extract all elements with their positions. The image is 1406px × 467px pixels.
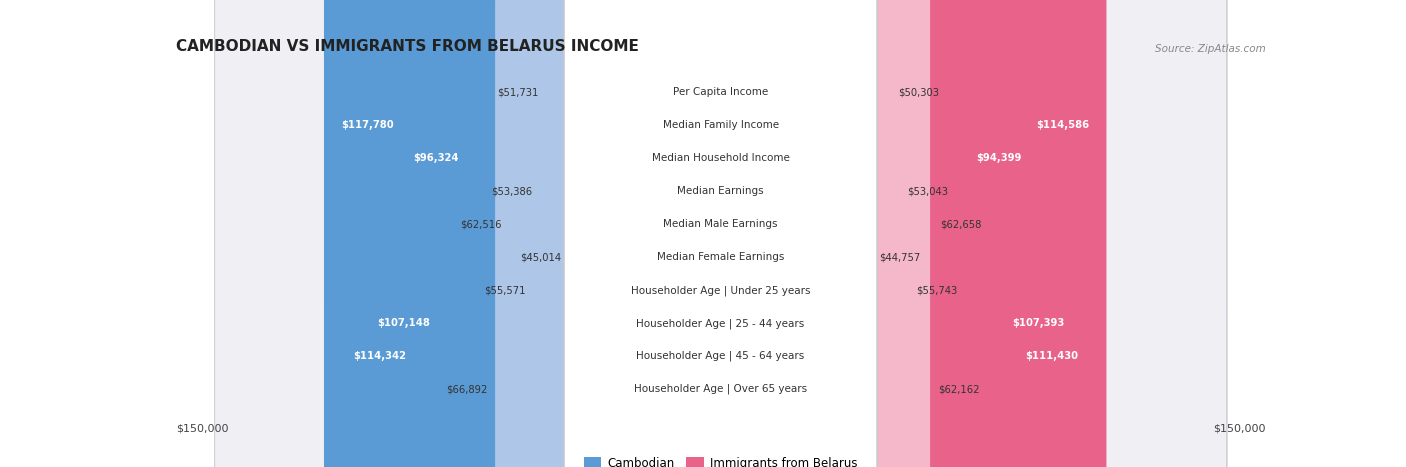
FancyBboxPatch shape (215, 0, 1226, 467)
FancyBboxPatch shape (720, 0, 1095, 467)
FancyBboxPatch shape (360, 0, 721, 467)
FancyBboxPatch shape (215, 0, 1226, 467)
FancyBboxPatch shape (720, 0, 931, 467)
FancyBboxPatch shape (720, 0, 900, 467)
FancyBboxPatch shape (720, 0, 1107, 467)
FancyBboxPatch shape (564, 0, 877, 467)
Text: $150,000: $150,000 (1213, 424, 1265, 434)
Text: $62,162: $62,162 (938, 384, 980, 394)
Text: Householder Age | 45 - 64 years: Householder Age | 45 - 64 years (637, 351, 804, 361)
Text: $117,780: $117,780 (342, 120, 394, 130)
FancyBboxPatch shape (720, 0, 1039, 467)
Text: Median Family Income: Median Family Income (662, 120, 779, 130)
Text: $107,148: $107,148 (377, 318, 430, 328)
FancyBboxPatch shape (533, 0, 721, 467)
FancyBboxPatch shape (564, 0, 877, 467)
Text: $111,430: $111,430 (1025, 351, 1078, 361)
FancyBboxPatch shape (396, 0, 721, 467)
Text: Median Male Earnings: Median Male Earnings (664, 219, 778, 229)
Legend: Cambodian, Immigrants from Belarus: Cambodian, Immigrants from Belarus (579, 452, 862, 467)
Text: $44,757: $44,757 (880, 252, 921, 262)
Text: $96,324: $96,324 (413, 153, 458, 163)
Text: $53,386: $53,386 (492, 186, 533, 196)
FancyBboxPatch shape (720, 0, 890, 467)
FancyBboxPatch shape (215, 0, 1226, 467)
FancyBboxPatch shape (336, 0, 721, 467)
Text: $55,743: $55,743 (917, 285, 957, 295)
FancyBboxPatch shape (564, 0, 877, 467)
Text: $94,399: $94,399 (976, 153, 1021, 163)
Text: $53,043: $53,043 (907, 186, 949, 196)
FancyBboxPatch shape (564, 0, 877, 467)
Text: $50,303: $50,303 (898, 87, 939, 97)
FancyBboxPatch shape (564, 0, 877, 467)
Text: $55,571: $55,571 (484, 285, 526, 295)
Text: $51,731: $51,731 (496, 87, 538, 97)
FancyBboxPatch shape (720, 0, 908, 467)
Text: Median Earnings: Median Earnings (678, 186, 763, 196)
FancyBboxPatch shape (564, 0, 877, 467)
FancyBboxPatch shape (720, 0, 872, 467)
Text: $114,586: $114,586 (1036, 120, 1090, 130)
Text: Median Female Earnings: Median Female Earnings (657, 252, 785, 262)
Text: $114,342: $114,342 (353, 351, 406, 361)
Text: Per Capita Income: Per Capita Income (673, 87, 768, 97)
FancyBboxPatch shape (720, 0, 932, 467)
Text: Householder Age | Under 25 years: Householder Age | Under 25 years (631, 285, 810, 296)
FancyBboxPatch shape (564, 0, 877, 467)
FancyBboxPatch shape (564, 0, 877, 467)
FancyBboxPatch shape (215, 0, 1226, 467)
Text: CAMBODIAN VS IMMIGRANTS FROM BELARUS INCOME: CAMBODIAN VS IMMIGRANTS FROM BELARUS INC… (176, 39, 638, 54)
FancyBboxPatch shape (215, 0, 1226, 467)
FancyBboxPatch shape (323, 0, 721, 467)
Text: $45,014: $45,014 (520, 252, 561, 262)
FancyBboxPatch shape (215, 0, 1226, 467)
FancyBboxPatch shape (540, 0, 721, 467)
Text: Householder Age | 25 - 44 years: Householder Age | 25 - 44 years (637, 318, 804, 328)
FancyBboxPatch shape (568, 0, 721, 467)
FancyBboxPatch shape (215, 0, 1226, 467)
FancyBboxPatch shape (564, 0, 877, 467)
Text: Source: ZipAtlas.com: Source: ZipAtlas.com (1154, 44, 1265, 54)
FancyBboxPatch shape (215, 0, 1226, 467)
FancyBboxPatch shape (495, 0, 721, 467)
FancyBboxPatch shape (720, 0, 1083, 467)
Text: $107,393: $107,393 (1012, 318, 1064, 328)
Text: Householder Age | Over 65 years: Householder Age | Over 65 years (634, 384, 807, 395)
Text: $66,892: $66,892 (446, 384, 488, 394)
Text: Median Household Income: Median Household Income (651, 153, 790, 163)
FancyBboxPatch shape (564, 0, 877, 467)
FancyBboxPatch shape (510, 0, 721, 467)
Text: $62,658: $62,658 (939, 219, 981, 229)
FancyBboxPatch shape (215, 0, 1226, 467)
Text: $150,000: $150,000 (176, 424, 228, 434)
FancyBboxPatch shape (215, 0, 1226, 467)
FancyBboxPatch shape (546, 0, 721, 467)
Text: $62,516: $62,516 (460, 219, 502, 229)
